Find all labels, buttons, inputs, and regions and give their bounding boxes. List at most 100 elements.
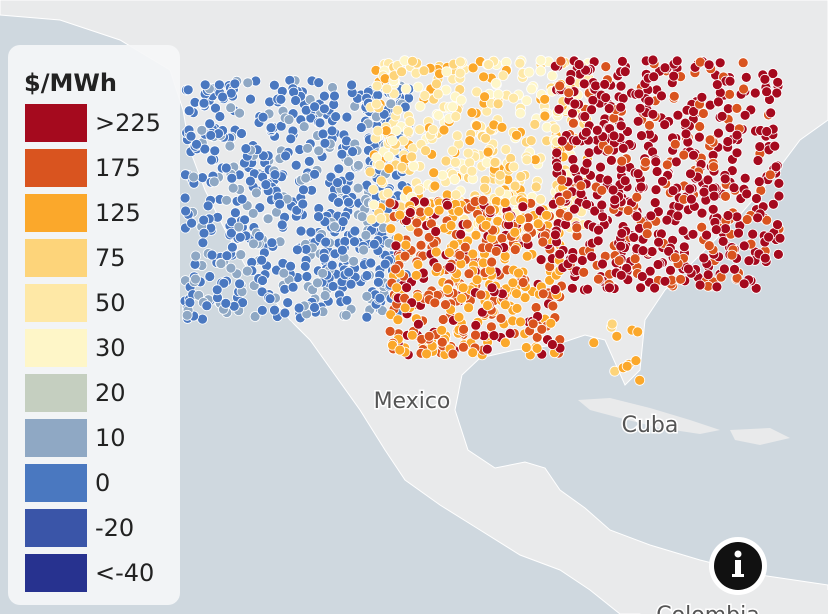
price-dot [412, 259, 424, 270]
price-dot [457, 282, 469, 294]
price-dot [494, 186, 506, 198]
price-dot [532, 218, 544, 230]
legend-label: 175 [95, 154, 141, 182]
price-dot [374, 292, 386, 304]
price-dot [455, 94, 467, 106]
legend-label: -20 [95, 514, 135, 542]
price-dot [318, 103, 330, 115]
price-dot [303, 155, 315, 167]
price-dot [229, 78, 241, 90]
price-dot [345, 278, 357, 290]
price-dot [343, 196, 354, 208]
price-dot [423, 330, 435, 342]
price-dot [754, 141, 766, 153]
price-dot [731, 147, 743, 159]
price-dot [636, 271, 648, 282]
price-dot [314, 117, 326, 129]
legend-swatch [25, 464, 87, 502]
price-dot [696, 91, 708, 103]
price-dot [495, 312, 507, 324]
price-dot [713, 127, 724, 139]
price-dot [740, 72, 752, 83]
price-dot [344, 170, 356, 182]
price-dot [198, 214, 210, 226]
price-dot [302, 142, 314, 154]
price-dot [615, 101, 627, 113]
price-dot [597, 211, 608, 223]
price-dot [657, 175, 668, 187]
price-dot [677, 225, 689, 237]
price-dot [640, 156, 651, 168]
price-dot [653, 236, 664, 248]
price-dot [220, 162, 232, 174]
price-dot [549, 123, 561, 135]
price-dot [599, 79, 611, 90]
legend-item: -20 [25, 509, 175, 547]
legend-item: >225 [25, 104, 175, 142]
price-dot [731, 103, 743, 114]
price-dot [368, 199, 380, 211]
price-dot [738, 278, 750, 290]
price-dot [535, 193, 546, 205]
price-dot [719, 173, 731, 185]
price-dot [678, 149, 690, 161]
price-dot [449, 174, 461, 185]
price-dot [631, 191, 643, 203]
price-dot [513, 267, 524, 279]
legend-label: 75 [95, 244, 126, 272]
price-dot [562, 210, 574, 222]
price-dot [511, 129, 522, 141]
legend-swatch [25, 509, 87, 547]
price-dot [375, 175, 387, 187]
price-dot [536, 323, 548, 335]
price-dot [279, 307, 291, 319]
price-dot [226, 172, 238, 184]
price-dot [182, 84, 194, 96]
price-dot [226, 241, 238, 253]
price-dot [611, 330, 623, 342]
price-dot [463, 268, 475, 280]
price-dot [179, 192, 191, 204]
price-dot [412, 226, 424, 238]
price-dot [646, 246, 658, 257]
price-dot [392, 314, 404, 326]
info-button[interactable] [709, 537, 767, 595]
price-dot [183, 105, 195, 117]
price-dot [761, 126, 773, 137]
price-dot [196, 124, 208, 136]
price-dot [672, 210, 684, 222]
price-dot [632, 168, 644, 180]
price-dot [679, 117, 691, 129]
price-dot [326, 125, 338, 137]
price-dot [352, 182, 364, 194]
price-dot [545, 317, 557, 329]
price-dot [319, 137, 331, 149]
price-dot [497, 70, 509, 81]
price-dot [240, 143, 252, 155]
legend-label: <-40 [95, 559, 155, 587]
price-dot [290, 95, 302, 106]
price-dot [595, 161, 606, 173]
price-dot [385, 98, 397, 110]
price-dot [447, 145, 459, 157]
price-dot [530, 181, 542, 193]
price-dot [571, 222, 583, 234]
price-dot [447, 348, 459, 360]
price-dot [696, 207, 708, 219]
price-dot [724, 89, 735, 100]
price-dot [418, 65, 430, 77]
price-dot [648, 71, 660, 83]
price-dot [752, 212, 763, 224]
price-dot [440, 299, 451, 311]
price-dot [750, 282, 762, 294]
price-dot [647, 54, 659, 66]
price-dot [396, 161, 408, 173]
price-dot [773, 248, 784, 260]
price-dot [257, 111, 269, 123]
price-dot [663, 245, 674, 257]
price-dot [515, 214, 526, 225]
price-dot [235, 249, 247, 261]
price-dot [453, 311, 465, 323]
land-cuba [578, 398, 720, 434]
price-dot [708, 161, 719, 173]
